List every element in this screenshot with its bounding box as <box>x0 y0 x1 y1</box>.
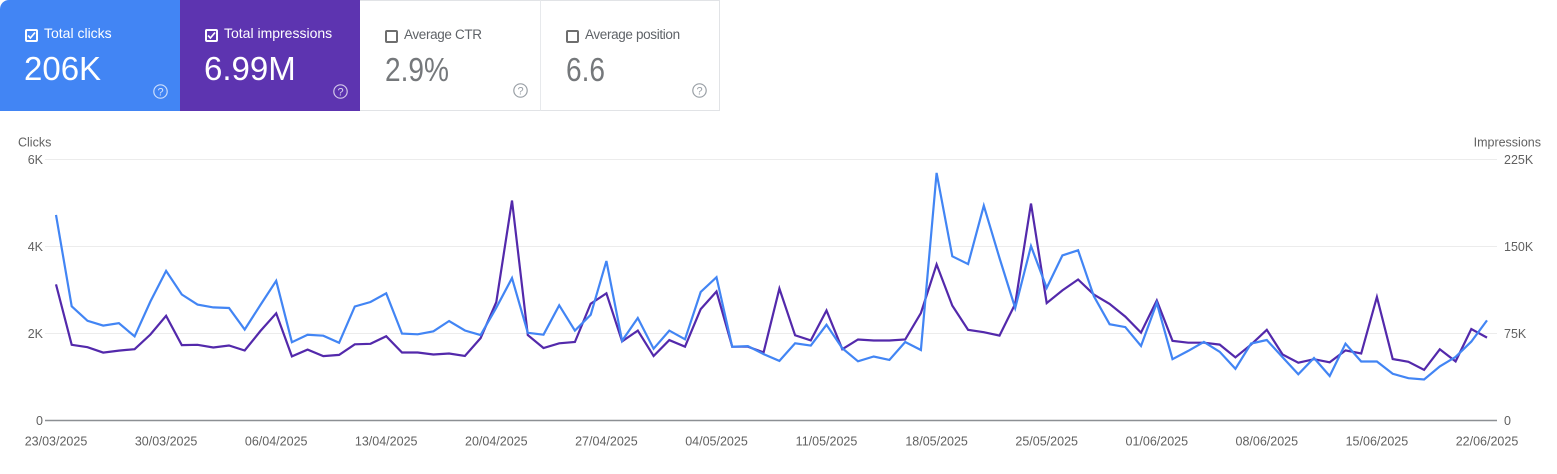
svg-text:Impressions: Impressions <box>1474 136 1541 150</box>
svg-text:06/04/2025: 06/04/2025 <box>245 435 308 449</box>
svg-text:?: ? <box>157 86 163 98</box>
svg-text:Clicks: Clicks <box>18 136 51 150</box>
svg-text:?: ? <box>696 85 702 97</box>
svg-text:6K: 6K <box>28 153 44 167</box>
svg-text:01/06/2025: 01/06/2025 <box>1126 435 1189 449</box>
svg-text:75K: 75K <box>1504 327 1527 341</box>
svg-text:?: ? <box>517 85 523 97</box>
svg-text:20/04/2025: 20/04/2025 <box>465 435 528 449</box>
svg-text:27/04/2025: 27/04/2025 <box>575 435 638 449</box>
svg-text:15/06/2025: 15/06/2025 <box>1346 435 1409 449</box>
svg-text:08/06/2025: 08/06/2025 <box>1236 435 1299 449</box>
svg-text:18/05/2025: 18/05/2025 <box>905 435 968 449</box>
svg-text:04/05/2025: 04/05/2025 <box>685 435 748 449</box>
svg-text:2K: 2K <box>28 327 44 341</box>
svg-text:0: 0 <box>36 414 43 428</box>
svg-text:0: 0 <box>1504 414 1511 428</box>
svg-text:150K: 150K <box>1504 240 1534 254</box>
svg-text:11/05/2025: 11/05/2025 <box>796 435 858 449</box>
svg-text:30/03/2025: 30/03/2025 <box>135 435 198 449</box>
svg-text:4K: 4K <box>28 240 44 254</box>
svg-text:23/03/2025: 23/03/2025 <box>25 435 88 449</box>
svg-text:?: ? <box>337 86 343 98</box>
svg-text:13/04/2025: 13/04/2025 <box>355 435 418 449</box>
svg-text:225K: 225K <box>1504 153 1534 167</box>
svg-text:22/06/2025: 22/06/2025 <box>1456 435 1519 449</box>
svg-text:25/05/2025: 25/05/2025 <box>1015 435 1078 449</box>
